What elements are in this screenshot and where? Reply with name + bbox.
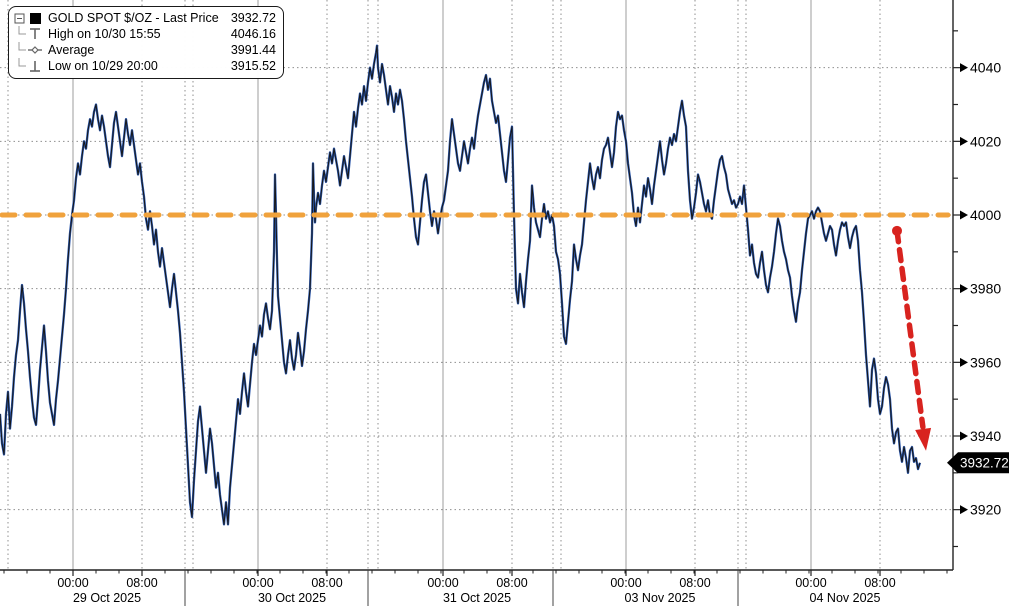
legend-row-average[interactable]: Average 3991.44 <box>14 42 276 58</box>
tree-expander-and-swatch <box>14 13 41 24</box>
low-marker-icon <box>18 58 40 72</box>
arrow-shaft <box>894 228 926 430</box>
y-axis-label: 3960 <box>970 354 1001 370</box>
axes <box>0 0 954 571</box>
price-line-blue <box>0 44 922 526</box>
legend-row-high[interactable]: High on 10/30 15:55 4046.16 <box>14 26 276 42</box>
average-marker-icon <box>18 42 42 54</box>
time-tick-label: 00:00 <box>427 576 458 590</box>
y-axis-label: 4000 <box>970 207 1001 223</box>
legend-high-value: 4046.16 <box>230 27 276 41</box>
high-marker-icon <box>18 26 40 39</box>
legend-series-value: 3932.72 <box>230 11 276 25</box>
date-label: 29 Oct 2025 <box>73 591 141 605</box>
legend-row-last-price[interactable]: GOLD SPOT $/OZ - Last Price 3932.72 <box>14 10 276 26</box>
legend-low-label: Low on 10/29 20:00 <box>48 59 158 73</box>
date-label: 31 Oct 2025 <box>443 591 511 605</box>
price-line-black <box>0 45 921 525</box>
y-tick-arrow-icon <box>960 505 968 515</box>
legend-high-label: High on 10/30 15:55 <box>48 27 161 41</box>
date-label: 30 Oct 2025 <box>258 591 326 605</box>
y-axis-label: 3980 <box>970 281 1001 297</box>
y-tick-arrow-icon <box>960 210 968 220</box>
y-tick-arrow-icon <box>960 357 968 367</box>
price-series <box>0 44 922 526</box>
chart-legend: GOLD SPOT $/OZ - Last Price 3932.72 High… <box>8 6 284 79</box>
y-tick-arrow-icon <box>960 136 968 146</box>
date-label: 04 Nov 2025 <box>810 591 881 605</box>
time-tick-label: 00:00 <box>57 576 88 590</box>
y-tick-arrow-icon <box>960 284 968 294</box>
time-tick-label: 08:00 <box>311 576 342 590</box>
vertical-gridlines <box>7 0 881 570</box>
y-axis-label: 3920 <box>970 502 1001 518</box>
legend-low-value: 3915.52 <box>230 59 276 73</box>
last-price-tag-text: 3932.72 <box>960 455 1009 470</box>
y-axis-label: 3940 <box>970 428 1001 444</box>
y-tick-arrow-icon <box>960 63 968 73</box>
red-arrow-annotation <box>892 225 932 451</box>
y-axis-labels: 3920 3940 3960 3980 4000 4020 4040 <box>953 30 1001 548</box>
y-axis-label: 4020 <box>970 133 1001 149</box>
time-tick-label: 00:00 <box>610 576 641 590</box>
time-tick-label: 00:00 <box>795 576 826 590</box>
last-price-tag: 3932.72 <box>947 452 1009 474</box>
legend-average-value: 3991.44 <box>230 43 276 57</box>
time-tick-label: 00:00 <box>242 576 273 590</box>
legend-average-label: Average <box>48 43 95 57</box>
arrow-head-icon <box>915 427 932 451</box>
time-tick-label: 08:00 <box>496 576 527 590</box>
legend-series-label: GOLD SPOT $/OZ - Last Price <box>48 11 219 25</box>
y-axis-label: 4040 <box>970 60 1001 76</box>
time-tick-label: 08:00 <box>679 576 710 590</box>
time-tick-label: 08:00 <box>864 576 895 590</box>
legend-row-low[interactable]: Low on 10/29 20:00 3915.52 <box>14 58 276 74</box>
time-tick-label: 08:00 <box>126 576 157 590</box>
series-swatch-icon <box>30 13 41 24</box>
date-label: 03 Nov 2025 <box>625 591 696 605</box>
y-tick-arrow-icon <box>960 431 968 441</box>
